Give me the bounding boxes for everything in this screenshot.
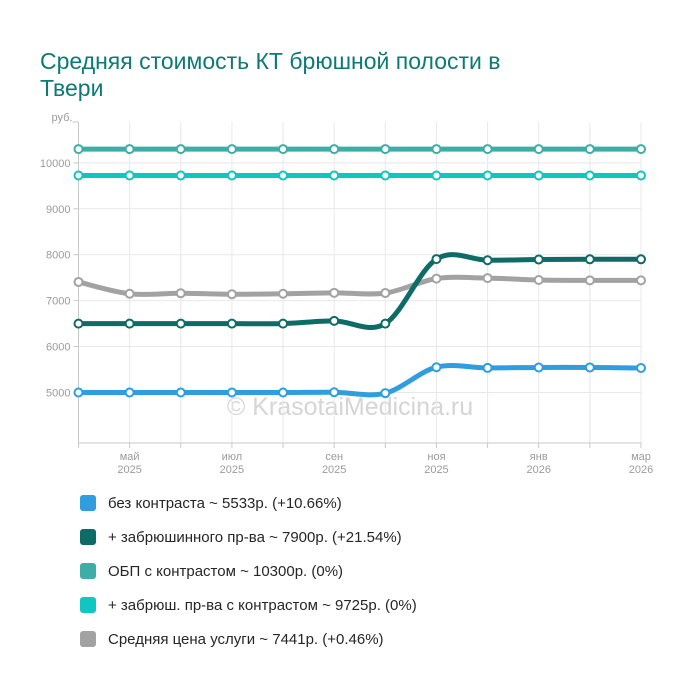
legend-label: + забрюшинного пр-ва ~ 7900р. (+21.54%): [108, 528, 402, 546]
legend-label: без контраста ~ 5533р. (+10.66%): [108, 494, 342, 512]
legend-item-no-contrast: без контраста ~ 5533р. (+10.66%): [80, 486, 417, 520]
legend-item-retro-contrast: + забрюш. пр-ва с контрастом ~ 9725р. (0…: [80, 588, 417, 622]
svg-text:ноя: ноя: [427, 451, 445, 463]
legend-swatch-retroperitoneal: [80, 529, 96, 545]
legend-swatch-retro-contrast: [80, 597, 96, 613]
svg-text:мар: мар: [631, 451, 651, 463]
svg-text:10000: 10000: [40, 158, 71, 170]
legend-swatch-average-price: [80, 631, 96, 647]
legend-swatch-no-contrast: [80, 495, 96, 511]
svg-text:руб.: руб.: [52, 112, 73, 124]
svg-text:янв: янв: [530, 451, 548, 463]
legend-label: ОБП с контрастом ~ 10300р. (0%): [108, 562, 344, 580]
svg-text:8000: 8000: [46, 250, 70, 262]
svg-text:2026: 2026: [526, 464, 550, 476]
watermark: © KrasotaiMedicina.ru: [226, 393, 474, 421]
svg-text:2025: 2025: [424, 464, 448, 476]
svg-text:2025: 2025: [220, 464, 244, 476]
price-trend-chart: © KrasotaiMedicina.ru 5000 6000 7000 8000 90…: [0, 112, 700, 484]
svg-text:2025: 2025: [117, 464, 141, 476]
svg-text:сен: сен: [325, 451, 343, 463]
svg-text:июл: июл: [222, 451, 243, 463]
svg-text:5000: 5000: [46, 387, 70, 399]
legend-swatch-obp-contrast: [80, 563, 96, 579]
chart-legend: без контраста ~ 5533р. (+10.66%) + забрю…: [80, 486, 417, 656]
svg-text:9000: 9000: [46, 204, 70, 216]
legend-label: Средняя цена услуги ~ 7441р. (+0.46%): [108, 630, 384, 648]
svg-text:7000: 7000: [46, 296, 70, 308]
legend-label: + забрюш. пр-ва с контрастом ~ 9725р. (0…: [108, 596, 417, 614]
svg-text:май: май: [120, 451, 140, 463]
legend-item-average-price: Средняя цена услуги ~ 7441р. (+0.46%): [80, 622, 417, 656]
legend-item-obp-contrast: ОБП с контрастом ~ 10300р. (0%): [80, 554, 417, 588]
legend-item-retroperitoneal: + забрюшинного пр-ва ~ 7900р. (+21.54%): [80, 520, 417, 554]
svg-text:2026: 2026: [629, 464, 653, 476]
page-title: Средняя стоимость КТ брюшной полости в Т…: [40, 48, 501, 102]
svg-text:6000: 6000: [46, 342, 70, 354]
chart-canvas[interactable]: 5000600070008000900010000руб.май2025июл2…: [0, 112, 700, 484]
svg-text:2025: 2025: [322, 464, 346, 476]
